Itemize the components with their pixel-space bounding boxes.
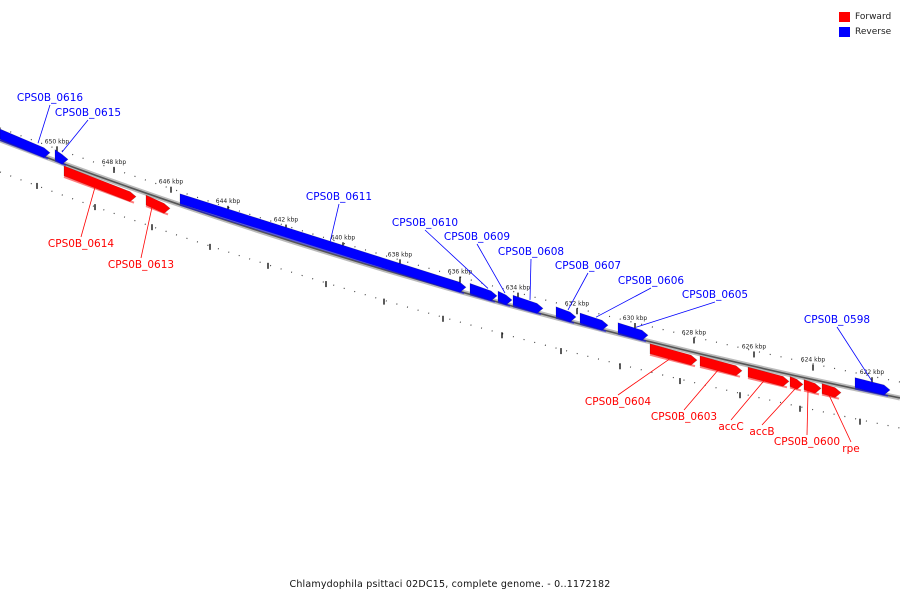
scale-label: 626 kbp (742, 343, 767, 350)
leader-line (635, 301, 716, 328)
gene-arrow-shadow (179, 203, 465, 295)
ruler-inner (0, 171, 900, 429)
gene-label: CPS0B_0608 (498, 246, 564, 258)
gene-arrow (854, 377, 891, 396)
scale-label: 648 kbp (102, 159, 127, 166)
scale-label: 634 kbp (506, 285, 531, 292)
leader-line (476, 243, 506, 294)
gene-arrow (649, 343, 698, 366)
gene-label: CPS0B_0613 (108, 259, 174, 271)
gene-arrow-shadow (821, 393, 840, 400)
gene-arrow (54, 149, 69, 165)
gene-arrow (699, 355, 743, 377)
leader-line (761, 387, 797, 426)
gene-arrow-shadow (649, 353, 696, 368)
gene-arrow-shadow (579, 323, 607, 333)
gene-arrow-shadow (555, 316, 575, 324)
gene-arrow (789, 376, 804, 390)
legend-reverse: Reverse (839, 24, 899, 39)
gene-arrow-shadow (145, 205, 169, 216)
gene-arrow-shadow (63, 175, 135, 204)
leader-line (683, 369, 719, 411)
scale-label: 640 kbp (331, 234, 356, 241)
scale-label: 638 kbp (388, 251, 413, 258)
scale-label: 630 kbp (623, 315, 648, 322)
gene-label: CPS0B_0607 (555, 260, 621, 272)
leader-line (329, 203, 340, 243)
leader-line (37, 104, 51, 144)
gene-label: CPS0B_0611 (306, 191, 372, 203)
gene-label: CPS0B_0609 (444, 231, 510, 243)
gene-arrow (179, 193, 467, 293)
gene-label: CPS0B_0598 (804, 314, 870, 326)
gene-label: rpe (842, 443, 859, 455)
gene-label: accC (718, 421, 743, 433)
forward-label: Forward (855, 11, 892, 22)
leader-line (730, 380, 765, 421)
scale-label: 632 kbp (565, 300, 590, 307)
gene-arrow-shadow (803, 389, 820, 396)
scale-label: 650 kbp (45, 138, 70, 145)
scale-label: 628 kbp (682, 329, 707, 336)
legend: Forward Reverse (839, 9, 899, 39)
gene-arrow-shadow (854, 387, 889, 397)
scale-label: 624 kbp (801, 357, 826, 364)
gene-arrow-shadow (512, 305, 542, 316)
gene-arrow (617, 322, 649, 341)
leader-line (836, 326, 873, 382)
gene-arrow-shadow (0, 139, 49, 160)
gene-label: CPS0B_0614 (48, 238, 115, 250)
gene-arrow (747, 366, 790, 387)
gene-arrow (512, 294, 544, 314)
gene-label: CPS0B_0610 (392, 217, 458, 229)
gene-arrow-shadow (747, 377, 788, 389)
scale-label: 622 kbp (860, 369, 885, 376)
gene-arrow-shadow (469, 293, 496, 303)
leader-line (140, 207, 153, 259)
leader-line (61, 119, 89, 153)
leader-line (529, 258, 532, 300)
genome-caption: Chlamydophila psittaci 02DC15, complete … (289, 579, 611, 590)
leader-line (617, 358, 671, 396)
gene-label: CPS0B_0616 (17, 92, 84, 104)
scale-label: 636 kbp (448, 269, 473, 276)
scale-label: 644 kbp (216, 198, 241, 205)
gene-arrow-shadow (699, 365, 741, 378)
leader-line (567, 272, 589, 311)
scale-label: 646 kbp (159, 179, 184, 186)
gene-arrow (145, 194, 171, 214)
gene-arrow-shadow (617, 332, 647, 343)
gene-arrow-shadow (54, 159, 67, 167)
scale-label: 642 kbp (274, 217, 299, 224)
leader-line (828, 394, 852, 443)
gene-arrow (469, 282, 498, 302)
forward-swatch (839, 11, 850, 22)
leader-line (806, 390, 809, 436)
gene-arrow (579, 312, 609, 331)
gene-arrow (803, 379, 822, 394)
gene-arrow (0, 128, 51, 159)
leader-line (424, 229, 489, 289)
leader-line (595, 287, 652, 318)
gene-arrow (63, 165, 137, 202)
gene-label: CPS0B_0606 (618, 275, 685, 287)
gene-arrow (821, 383, 842, 399)
reverse-swatch (839, 26, 850, 37)
gene-arrow (497, 290, 513, 306)
gene-label: accB (749, 426, 774, 438)
reverse-label: Reverse (855, 26, 892, 37)
gene-label: CPS0B_0603 (651, 411, 717, 423)
gene-label: CPS0B_0600 (774, 436, 840, 448)
gene-label: CPS0B_0604 (585, 396, 652, 408)
legend-forward: Forward (839, 9, 899, 24)
leader-line (80, 187, 96, 238)
gene-arrow-shadow (497, 301, 511, 307)
gene-label: CPS0B_0615 (55, 107, 121, 119)
gene-label: CPS0B_0605 (682, 289, 748, 301)
